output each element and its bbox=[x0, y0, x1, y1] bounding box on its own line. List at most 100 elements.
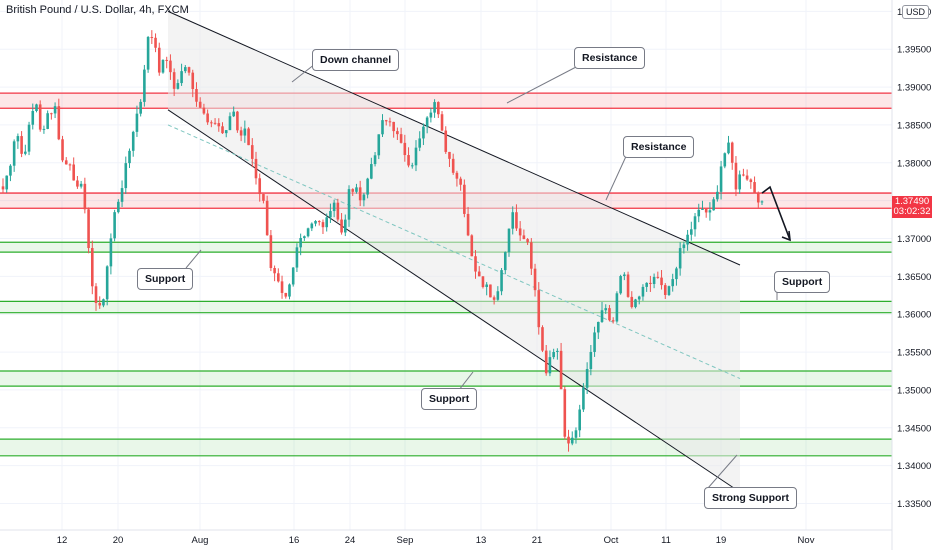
candle-down bbox=[384, 120, 388, 122]
candle-up bbox=[634, 299, 637, 308]
candle-down bbox=[477, 271, 481, 277]
candle-down bbox=[273, 268, 276, 274]
candle-up bbox=[381, 120, 384, 135]
candle-down bbox=[217, 123, 221, 127]
symbol-title: British Pound / U.S. Dollar, 4h, FXCM bbox=[6, 4, 189, 16]
candle-up bbox=[429, 112, 433, 118]
resistance-zone bbox=[0, 93, 892, 109]
candle-down bbox=[269, 235, 273, 269]
callout-resistance-mid[interactable]: Resistance bbox=[623, 136, 695, 158]
candle-down bbox=[236, 111, 239, 131]
candle-up bbox=[727, 142, 730, 154]
candle-up bbox=[410, 165, 414, 167]
candle-down bbox=[57, 106, 61, 140]
candle-down bbox=[730, 142, 734, 163]
candle-down bbox=[526, 239, 529, 243]
candle-up bbox=[377, 134, 381, 156]
time-tick-label: Oct bbox=[604, 535, 619, 546]
candle-down bbox=[210, 122, 213, 124]
candle-up bbox=[343, 219, 347, 233]
callout-support-bottom[interactable]: Support bbox=[421, 388, 478, 410]
candle-up bbox=[373, 155, 377, 165]
candle-up bbox=[637, 296, 641, 300]
candle-down bbox=[351, 189, 355, 192]
candle-up bbox=[299, 237, 302, 248]
time-tick-label: Aug bbox=[192, 535, 209, 546]
candle-down bbox=[756, 193, 760, 203]
candle-down bbox=[76, 180, 79, 187]
candle-down bbox=[704, 208, 708, 213]
candle-down bbox=[172, 72, 176, 89]
time-axis[interactable]: 12 20 Aug 16 24 Sep 13 21 Oct 11 19 Nov bbox=[0, 529, 892, 546]
candle-down bbox=[358, 187, 362, 201]
candle-up bbox=[128, 150, 131, 164]
candle-up bbox=[548, 357, 552, 374]
candle-up bbox=[370, 164, 373, 179]
candle-up bbox=[645, 282, 648, 287]
candle-down bbox=[239, 130, 243, 136]
channel-fill bbox=[168, 11, 740, 493]
candle-down bbox=[630, 296, 634, 308]
candle-up bbox=[701, 208, 704, 210]
candle-up bbox=[288, 284, 291, 297]
candle-up bbox=[9, 165, 12, 176]
candle-up bbox=[708, 210, 712, 213]
candle-down bbox=[537, 290, 541, 328]
callout-support-right[interactable]: Support bbox=[774, 271, 831, 293]
candle-down bbox=[340, 219, 343, 233]
candle-down bbox=[399, 134, 403, 143]
candle-down bbox=[247, 128, 250, 146]
candle-up bbox=[433, 102, 436, 113]
price-axis[interactable]: 1.400001.395001.390001.385001.380001.375… bbox=[891, 0, 931, 550]
callout-support-left[interactable]: Support bbox=[137, 268, 194, 290]
callout-down-channel[interactable]: Down channel bbox=[312, 49, 400, 71]
candle-down bbox=[38, 104, 42, 130]
callout-leader bbox=[458, 371, 474, 391]
candle-down bbox=[518, 228, 522, 236]
candle-down bbox=[87, 209, 90, 249]
candle-up bbox=[117, 201, 120, 213]
candle-down bbox=[336, 202, 340, 220]
candle-up bbox=[113, 212, 116, 239]
candle-down bbox=[544, 350, 548, 374]
price-tick-label: 1.35000 bbox=[897, 385, 931, 396]
candle-down bbox=[470, 235, 474, 257]
candle-down bbox=[262, 194, 265, 201]
time-tick-label: Nov bbox=[798, 535, 815, 546]
candle-down bbox=[515, 212, 518, 229]
candle-down bbox=[440, 114, 444, 131]
candle-up bbox=[678, 248, 682, 269]
time-tick-label: 20 bbox=[113, 535, 124, 546]
candle-up bbox=[291, 267, 295, 285]
price-tick-label: 1.36000 bbox=[897, 310, 931, 321]
candle-up bbox=[35, 104, 38, 112]
candle-up bbox=[682, 244, 686, 249]
price-tick-label: 1.38500 bbox=[897, 120, 931, 131]
candle-up bbox=[503, 252, 507, 271]
price-tick-label: 1.33500 bbox=[897, 499, 931, 510]
candle-up bbox=[686, 234, 689, 245]
candle-up bbox=[667, 286, 671, 295]
candle-up bbox=[120, 188, 124, 202]
candlestick-series bbox=[1, 30, 764, 452]
candle-up bbox=[295, 247, 299, 268]
candle-down bbox=[221, 126, 224, 134]
candle-down bbox=[61, 139, 64, 161]
candle-up bbox=[53, 106, 57, 114]
projection-arrowhead bbox=[781, 230, 791, 242]
candle-down bbox=[734, 162, 738, 190]
price-tick-label: 1.36500 bbox=[897, 272, 931, 283]
candle-up bbox=[593, 332, 596, 352]
candle-down bbox=[20, 136, 23, 154]
candle-down bbox=[154, 37, 157, 48]
candle-up bbox=[418, 138, 422, 148]
callout-resistance-top[interactable]: Resistance bbox=[574, 47, 646, 69]
currency-badge[interactable]: USD bbox=[902, 5, 930, 19]
candle-up bbox=[232, 111, 235, 117]
support-zone bbox=[0, 439, 892, 456]
callout-strong-support[interactable]: Strong Support bbox=[704, 487, 797, 509]
candle-up bbox=[184, 67, 187, 72]
callout-leader bbox=[707, 454, 738, 489]
candle-down bbox=[403, 142, 407, 156]
